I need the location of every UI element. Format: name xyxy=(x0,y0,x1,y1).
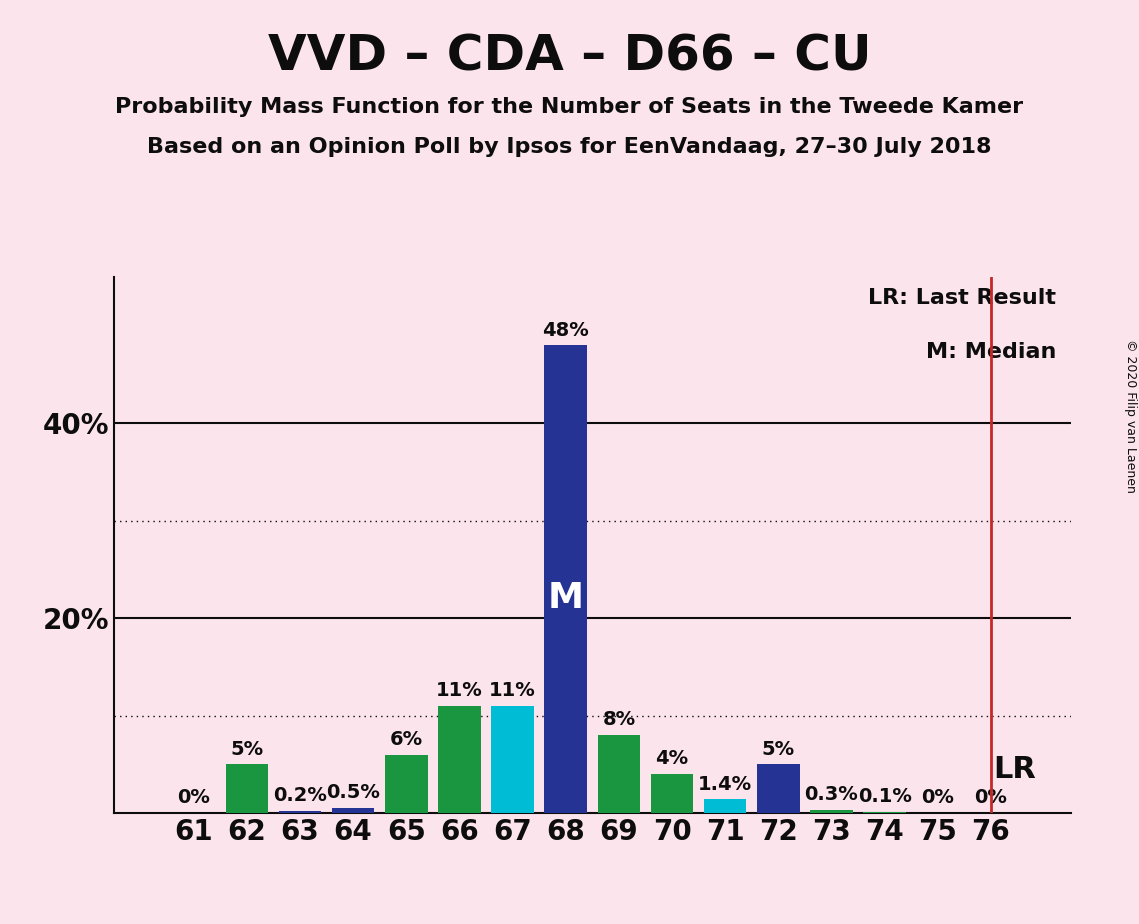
Text: 48%: 48% xyxy=(542,321,589,339)
Text: 5%: 5% xyxy=(762,739,795,759)
Text: M: M xyxy=(548,581,583,615)
Text: LR: Last Result: LR: Last Result xyxy=(868,288,1056,308)
Text: 4%: 4% xyxy=(655,749,689,768)
Text: 0.2%: 0.2% xyxy=(273,786,327,806)
Text: © 2020 Filip van Laenen: © 2020 Filip van Laenen xyxy=(1124,339,1137,492)
Bar xyxy=(439,706,481,813)
Bar xyxy=(704,799,746,813)
Text: 0%: 0% xyxy=(975,788,1007,808)
Text: M: Median: M: Median xyxy=(926,342,1056,361)
Text: 11%: 11% xyxy=(436,681,483,700)
Text: LR: LR xyxy=(993,755,1036,784)
Text: 0%: 0% xyxy=(178,788,210,808)
Text: 0.1%: 0.1% xyxy=(858,787,911,807)
Bar xyxy=(385,755,427,813)
Bar xyxy=(544,346,587,813)
Text: VVD – CDA – D66 – CU: VVD – CDA – D66 – CU xyxy=(268,32,871,80)
Text: 11%: 11% xyxy=(489,681,536,700)
Bar xyxy=(491,706,534,813)
Text: 6%: 6% xyxy=(390,730,423,748)
Bar xyxy=(598,736,640,813)
Text: 1.4%: 1.4% xyxy=(698,774,752,794)
Bar xyxy=(650,774,694,813)
Text: 0.5%: 0.5% xyxy=(326,784,380,802)
Bar xyxy=(279,811,321,813)
Bar xyxy=(331,808,375,813)
Text: Based on an Opinion Poll by Ipsos for EenVandaag, 27–30 July 2018: Based on an Opinion Poll by Ipsos for Ee… xyxy=(147,137,992,157)
Text: Probability Mass Function for the Number of Seats in the Tweede Kamer: Probability Mass Function for the Number… xyxy=(115,97,1024,117)
Text: 8%: 8% xyxy=(603,711,636,729)
Bar xyxy=(226,764,268,813)
Bar xyxy=(863,812,906,813)
Text: 0%: 0% xyxy=(921,788,954,808)
Text: 5%: 5% xyxy=(230,739,263,759)
Bar xyxy=(810,810,853,813)
Text: 0.3%: 0.3% xyxy=(804,785,859,805)
Bar xyxy=(757,764,800,813)
